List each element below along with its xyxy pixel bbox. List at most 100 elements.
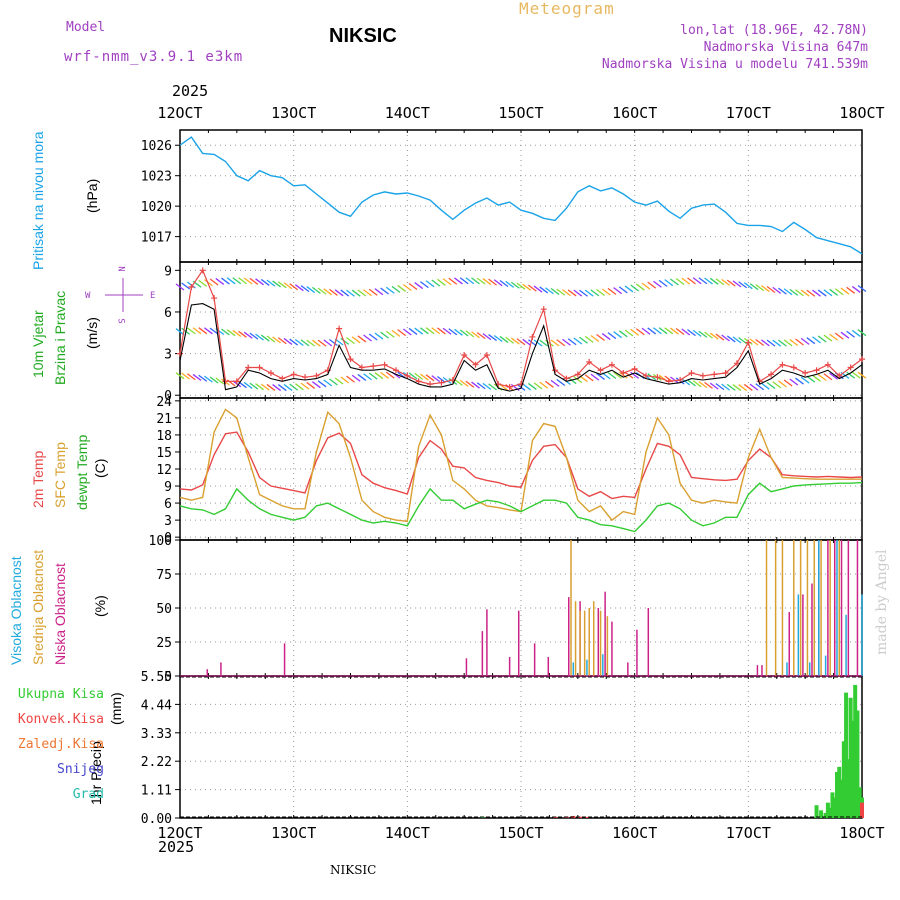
wind-barb — [732, 280, 742, 288]
wind-barb — [760, 339, 770, 347]
wind-barb — [800, 337, 810, 345]
wind-barb — [385, 286, 395, 294]
wind-barb — [670, 376, 679, 384]
wind-barb — [772, 286, 782, 294]
wind-barb — [476, 382, 486, 390]
wind-marker — [745, 339, 752, 346]
wind-barb — [385, 330, 395, 338]
wind-marker — [847, 364, 854, 371]
wind-barb — [567, 377, 577, 385]
wind-barb — [334, 377, 344, 385]
wind-barb — [329, 288, 338, 296]
precip-bar — [844, 692, 849, 818]
wind-barb — [562, 338, 571, 346]
wind-barb — [448, 328, 458, 336]
wind-barb — [204, 327, 213, 335]
wind-barb — [385, 371, 395, 379]
wind-barb — [749, 283, 759, 291]
wind-barb — [527, 382, 537, 390]
wind-barb — [323, 339, 333, 347]
wind-barb — [641, 327, 651, 335]
wind-barb — [437, 278, 446, 286]
x-tick-label-top: 16OCT — [612, 104, 657, 122]
wind-barb — [465, 277, 475, 285]
wind-barb — [766, 381, 776, 390]
wind-barb — [346, 289, 355, 297]
wind-barb — [721, 383, 730, 391]
wind-marker — [699, 372, 706, 379]
wind-marker — [211, 295, 218, 302]
wind-barb — [232, 277, 242, 285]
wind-barb — [459, 277, 469, 285]
wind-barb — [402, 328, 412, 336]
wind-marker — [415, 378, 422, 385]
wind-barb — [425, 374, 435, 382]
precip-bar — [841, 741, 846, 818]
wind-barb — [607, 371, 617, 380]
wind-marker — [199, 267, 206, 274]
wind-barb — [289, 383, 299, 391]
wind-barb — [766, 339, 776, 347]
wind-barb — [704, 277, 713, 285]
wind-barb — [351, 289, 361, 297]
wind-barb — [789, 288, 799, 296]
wind-barb — [692, 380, 702, 388]
wind-barb — [334, 289, 344, 297]
wind-barb — [539, 339, 549, 347]
wind-barb — [749, 383, 759, 391]
x-tick-label-top: 14OCT — [385, 104, 430, 122]
y-tick-label: 1026 — [141, 139, 172, 154]
wind-barb — [743, 383, 753, 391]
wind-barb — [351, 374, 361, 382]
wind-barb — [312, 339, 321, 347]
wind-barb — [715, 383, 725, 391]
wind-barb — [215, 377, 225, 385]
wind-barb — [760, 382, 770, 390]
wind-barb — [209, 376, 219, 384]
wind-barb — [613, 331, 623, 339]
wind-barb — [641, 282, 651, 290]
wind-barb — [476, 332, 486, 340]
wind-marker — [722, 370, 729, 377]
wind-barb — [823, 373, 833, 381]
wind-barb — [618, 330, 628, 338]
y-tick-label: 1020 — [141, 200, 172, 215]
wind-barb — [249, 382, 259, 390]
wind-barb — [209, 278, 219, 286]
wind-barb — [760, 285, 770, 293]
wind-barb — [692, 329, 702, 337]
wind-barb — [698, 330, 708, 338]
wind-barb — [624, 285, 634, 293]
wind-barb — [266, 279, 276, 287]
wind-barb — [454, 277, 463, 285]
wind-barb — [789, 339, 799, 347]
wind-barb — [834, 288, 844, 296]
wind-barb — [442, 278, 452, 286]
wind-barb — [522, 383, 532, 391]
wind-marker — [529, 333, 536, 340]
x-tick-label-bottom: 14OCT — [385, 824, 430, 842]
wind-barb — [778, 380, 787, 388]
wind-barb — [596, 334, 605, 342]
wind-marker — [245, 364, 252, 371]
wind-barb — [709, 277, 719, 285]
legend-ukupna: Ukupna Kisa — [17, 687, 104, 702]
wind-barb — [715, 333, 725, 341]
year-top: 2025 — [172, 82, 209, 100]
wind-barb — [533, 339, 543, 347]
wind-barb — [300, 382, 310, 390]
model-label: Model — [66, 20, 106, 35]
wind-barb — [329, 378, 338, 386]
wind-barb — [630, 328, 640, 336]
wind-marker — [768, 371, 775, 378]
wind-barb — [419, 373, 429, 381]
wind-barb — [471, 331, 480, 339]
wind-barb — [482, 333, 492, 341]
wind-barb — [186, 373, 196, 381]
wind-marker — [665, 378, 672, 385]
precip-bar — [837, 766, 842, 818]
wind-barb — [374, 288, 384, 296]
wind-marker — [177, 350, 183, 357]
wind-barb — [505, 336, 515, 344]
wind-barb — [391, 285, 401, 293]
